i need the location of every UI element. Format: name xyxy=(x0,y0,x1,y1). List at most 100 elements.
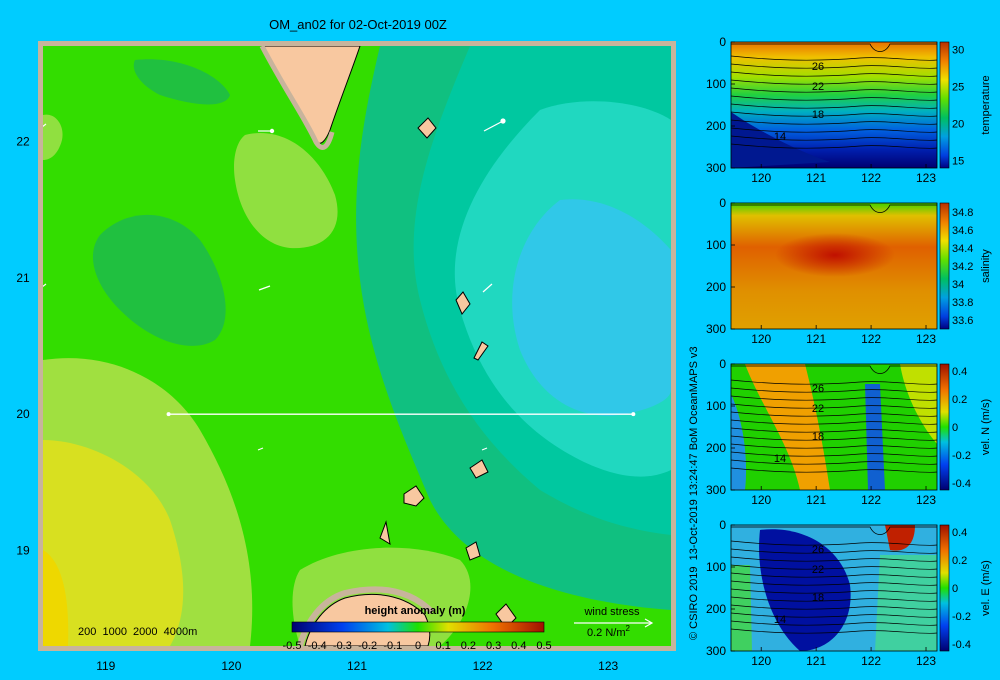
isotherm-contour xyxy=(731,55,937,61)
credit-line: © CSIRO 2019 13-Oct-2019 13:24:47 BoM Oc… xyxy=(688,346,700,640)
map-plot: 119 120 121 122 123 22 21 20 19 200 1000… xyxy=(16,41,676,673)
section-line-start xyxy=(166,412,171,417)
height-colorbar-tick-label: -0.1 xyxy=(383,640,402,652)
section-panels: 26 22 18 14 120 121 122 123 0 100 200 300 30 25 20 15 te… xyxy=(706,35,992,668)
wind-scale-arrow-head xyxy=(644,618,654,628)
isotherm-contour xyxy=(731,612,937,618)
section-colorbar xyxy=(939,202,950,330)
map-y-axis: 22 21 20 19 xyxy=(16,134,30,557)
section-field: 26 22 18 14 xyxy=(731,42,937,168)
section-colorbar-tick-label: 15 xyxy=(952,156,964,168)
velocity-negative xyxy=(759,529,851,651)
velocity-near-zero xyxy=(731,565,752,651)
isotherm-contour xyxy=(731,580,937,586)
section-y-tick-label: 300 xyxy=(706,322,726,336)
map-x-tick-label: 121 xyxy=(347,659,367,673)
map-x-tick-label: 122 xyxy=(473,659,493,673)
isotherm-contour xyxy=(731,387,937,393)
isotherm-contour xyxy=(731,564,937,570)
contour-label: 14 xyxy=(774,131,786,143)
section-colorbar-tick-label: 0.2 xyxy=(952,555,967,567)
section-x-tick-label: 120 xyxy=(751,493,771,507)
isotherm-contour xyxy=(731,419,937,425)
section-frame xyxy=(730,524,938,652)
wind-legend: wind stress 0.2 N/m2 xyxy=(574,606,654,639)
section-colorbar-tick-label: 0.4 xyxy=(952,366,967,378)
contour-label: 14 xyxy=(774,614,786,626)
contour-label: 22 xyxy=(812,81,824,93)
section-panel-2: 120 121 122 123 0 100 200 300 34.8 34.6 34.4 34.2 34… xyxy=(706,196,992,346)
contour-label: 22 xyxy=(812,564,824,576)
isotherm-contour xyxy=(731,411,937,417)
depth-legend: 200 1000 2000 4000m xyxy=(78,626,197,638)
section-line xyxy=(166,412,636,417)
section-y-tick-label: 300 xyxy=(706,644,726,658)
height-colorbar-tick-label: -0.5 xyxy=(283,640,302,652)
section-x-tick-label: 122 xyxy=(861,171,881,185)
velocity-negative xyxy=(731,394,747,490)
height-field-high-2 xyxy=(43,440,184,646)
surface-line xyxy=(731,204,937,213)
section-colorbar xyxy=(939,524,950,652)
isotherm-contour xyxy=(731,427,937,433)
section-colorbar-tick-label: 0.2 xyxy=(952,394,967,406)
map-y-tick-label: 22 xyxy=(16,134,30,148)
contour-label: 26 xyxy=(812,61,824,73)
shelf-taiwan xyxy=(259,46,335,150)
height-field-low-core xyxy=(512,199,671,416)
wind-vector xyxy=(482,283,493,293)
land-island-4 xyxy=(469,459,489,479)
section-x-tick-label: 120 xyxy=(751,654,771,668)
isotherm-contour xyxy=(731,588,937,594)
height-colorbar-tick-label: 0.4 xyxy=(511,640,526,652)
isotherm-contour xyxy=(731,95,937,101)
map-x-tick-label: 123 xyxy=(598,659,618,673)
section-panel-3: 26 22 18 14 120 121 122 123 0 100 200 300 0.4 0.2 0 -0.… xyxy=(706,357,992,507)
section-y-tick-label: 200 xyxy=(706,602,726,616)
contour-label: 26 xyxy=(812,544,824,556)
section-colorbar-tick-label: 30 xyxy=(952,44,964,56)
land-island-2 xyxy=(455,291,471,315)
isotherm-contour xyxy=(731,435,937,441)
section-x-tick-label: 120 xyxy=(751,171,771,185)
wind-vector xyxy=(258,285,271,291)
wind-vector xyxy=(43,123,47,127)
section-field: 26 22 18 14 xyxy=(731,364,937,490)
map-y-tick-label: 21 xyxy=(16,271,30,285)
isotherm-contour xyxy=(731,395,937,401)
wind-scale-exponent: 2 xyxy=(626,624,631,633)
section-colorbar-tick-label: 25 xyxy=(952,81,964,93)
section-colorbar-tick-label: 34.2 xyxy=(952,261,973,273)
map-y-tick-label: 20 xyxy=(16,407,30,421)
height-field-dip-west xyxy=(92,214,226,346)
map-x-tick-label: 119 xyxy=(96,659,115,673)
section-y-tick-label: 300 xyxy=(706,161,726,175)
contour-label: 22 xyxy=(812,403,824,415)
section-x-tick-label: 123 xyxy=(916,171,936,185)
isotherm-contour xyxy=(731,620,937,626)
section-colorbar-tick-label: -0.4 xyxy=(952,639,971,651)
section-colorbar-tick-label: 33.8 xyxy=(952,297,973,309)
section-field: 26 22 18 14 xyxy=(731,525,937,651)
section-x-tick-label: 120 xyxy=(751,332,771,346)
contour-label: 26 xyxy=(812,383,824,395)
velocity-positive xyxy=(745,364,830,490)
isotherm-contour xyxy=(731,71,937,77)
land-luzon xyxy=(304,593,431,646)
section-x-tick-label: 123 xyxy=(916,493,936,507)
height-field-high-3 xyxy=(43,550,69,646)
section-colorbar-tick-label: -0.4 xyxy=(952,478,971,490)
wind-scale-prefix: 0.2 N/m xyxy=(587,627,626,639)
height-colorbar-tick-label: -0.3 xyxy=(333,640,352,652)
isotherm-contour xyxy=(731,443,937,449)
section-y-tick-label: 200 xyxy=(706,280,726,294)
section-colorbar-tick-label: 20 xyxy=(952,119,964,131)
section-colorbar-label: salinity xyxy=(980,249,992,283)
wind-scale-label: 0.2 N/m2 xyxy=(587,624,631,639)
section-colorbar-tick-label: 34.4 xyxy=(952,243,973,255)
height-field-dip-north xyxy=(133,59,230,105)
height-colorbar-label: height anomaly (m) xyxy=(365,605,466,617)
isotherm-contour xyxy=(731,596,937,602)
surface-line xyxy=(731,43,937,52)
